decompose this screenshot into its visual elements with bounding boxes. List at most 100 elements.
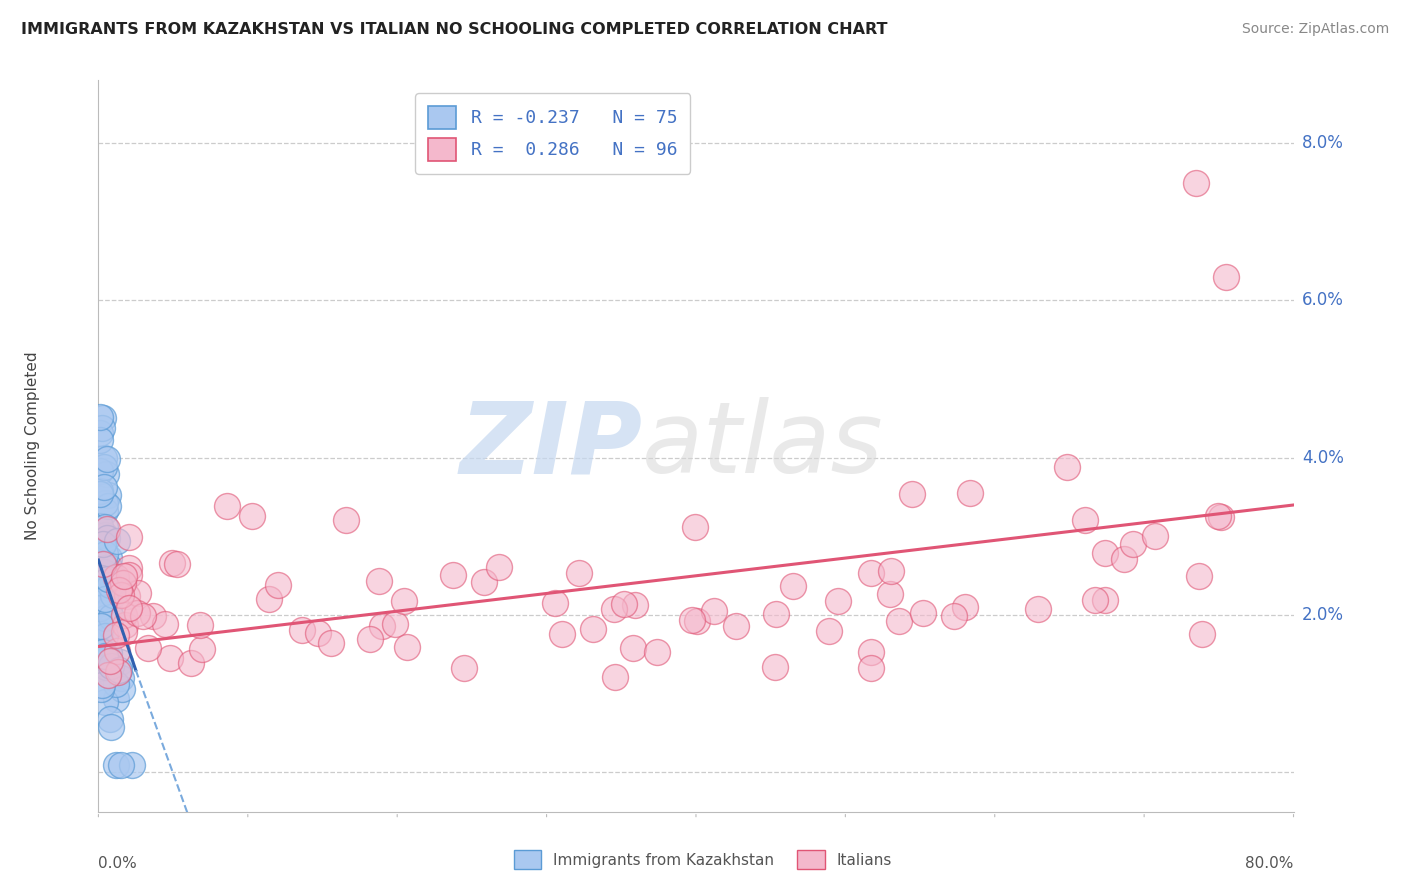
Point: [180, 656, 202, 670]
Point: [118, 530, 141, 544]
Point: [94, 560, 117, 574]
Point: [190, 642, 212, 657]
Point: [900, 487, 922, 501]
Point: [544, 596, 567, 610]
Point: [89, 626, 111, 640]
Point: [105, 574, 128, 589]
Point: [765, 607, 787, 622]
Point: [108, 583, 131, 598]
Point: [104, 677, 127, 691]
Point: [681, 613, 703, 627]
Point: [1211, 510, 1233, 524]
Point: [818, 624, 841, 639]
Point: [97, 651, 120, 665]
Point: [89, 599, 111, 614]
Point: [100, 659, 122, 673]
Point: [98, 578, 121, 592]
Point: [602, 601, 624, 615]
Point: [782, 579, 804, 593]
Point: [118, 560, 141, 574]
Point: [319, 636, 342, 650]
Legend: Immigrants from Kazakhstan, Italians: Immigrants from Kazakhstan, Italians: [508, 844, 898, 875]
Point: [240, 508, 263, 523]
Point: [97, 646, 120, 660]
Point: [105, 691, 128, 706]
Point: [943, 609, 966, 624]
Point: [1188, 569, 1211, 583]
Point: [359, 632, 381, 646]
Point: [103, 570, 125, 584]
Text: Source: ZipAtlas.com: Source: ZipAtlas.com: [1241, 22, 1389, 37]
Point: [582, 622, 605, 636]
Point: [89, 607, 111, 622]
Text: ZIP: ZIP: [460, 398, 643, 494]
Point: [89, 483, 111, 498]
Point: [155, 617, 177, 632]
Point: [121, 757, 143, 772]
Point: [93, 547, 115, 561]
Point: [98, 618, 121, 632]
Point: [118, 567, 141, 582]
Point: [879, 587, 901, 601]
Point: [104, 570, 127, 584]
Point: [887, 615, 910, 629]
Point: [474, 574, 496, 589]
Point: [138, 640, 160, 655]
Point: [97, 500, 120, 514]
Point: [89, 605, 111, 619]
Point: [859, 644, 882, 658]
Point: [453, 661, 475, 675]
Point: [367, 574, 389, 589]
Point: [1185, 176, 1208, 190]
Point: [105, 628, 128, 642]
Point: [94, 592, 117, 607]
Point: [645, 645, 668, 659]
Point: [89, 601, 111, 615]
Point: [96, 451, 118, 466]
Point: [93, 566, 115, 580]
Point: [97, 488, 120, 502]
Point: [93, 645, 115, 659]
Point: [98, 559, 121, 574]
Point: [605, 670, 627, 684]
Point: [110, 588, 132, 602]
Point: [160, 556, 183, 570]
Point: [96, 522, 118, 536]
Point: [90, 558, 112, 572]
Point: [105, 644, 128, 658]
Point: [190, 618, 212, 632]
Point: [96, 660, 118, 674]
Point: [859, 566, 882, 581]
Point: [112, 608, 135, 623]
Point: [94, 504, 117, 518]
Point: [488, 560, 510, 574]
Point: [104, 757, 127, 772]
Point: [108, 655, 131, 669]
Point: [827, 594, 849, 608]
Point: [127, 606, 149, 620]
Point: [91, 557, 114, 571]
Point: [94, 695, 117, 709]
Point: [159, 651, 181, 665]
Point: [98, 588, 121, 602]
Point: [107, 665, 129, 679]
Text: IMMIGRANTS FROM KAZAKHSTAN VS ITALIAN NO SCHOOLING COMPLETED CORRELATION CHART: IMMIGRANTS FROM KAZAKHSTAN VS ITALIAN NO…: [21, 22, 887, 37]
Point: [89, 409, 111, 424]
Point: [1056, 459, 1078, 474]
Point: [89, 433, 111, 447]
Point: [105, 534, 128, 549]
Point: [166, 557, 188, 571]
Point: [89, 518, 111, 533]
Point: [267, 577, 290, 591]
Point: [111, 682, 134, 697]
Point: [94, 611, 117, 625]
Point: [89, 426, 111, 441]
Point: [98, 654, 121, 668]
Point: [112, 624, 135, 639]
Point: [441, 568, 464, 582]
Point: [763, 660, 786, 674]
Point: [93, 450, 115, 465]
Point: [396, 640, 419, 654]
Point: [97, 572, 120, 586]
Point: [117, 601, 139, 615]
